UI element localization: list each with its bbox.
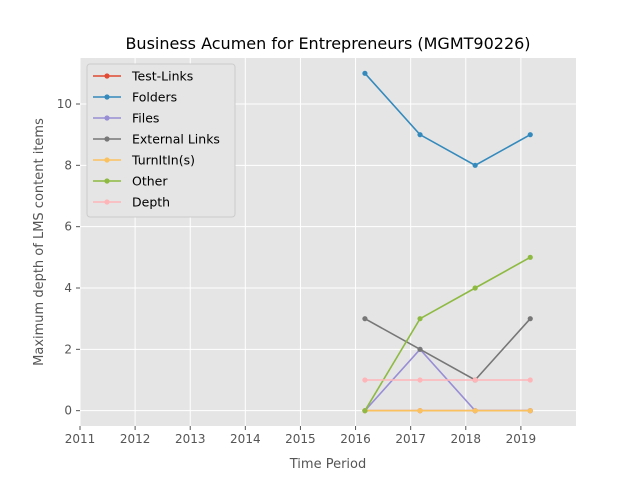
data-point (362, 408, 368, 414)
y-tick-label: 6 (64, 220, 72, 234)
y-tick-label: 2 (64, 342, 72, 356)
data-point (417, 132, 423, 138)
data-point (362, 70, 368, 76)
series-line (364, 256, 531, 412)
y-tick-label: 8 (64, 158, 72, 172)
y-axis-ticks: 0 2 4 6 8 10 (57, 97, 80, 418)
legend-swatch-marker (104, 73, 110, 79)
data-point (527, 408, 533, 414)
data-point (472, 377, 478, 383)
legend-swatch-marker (104, 115, 110, 121)
data-point (472, 285, 478, 291)
legend-swatch-marker (104, 157, 110, 163)
x-tick-label: 2019 (506, 432, 537, 446)
legend-swatch-marker (104, 94, 110, 100)
data-point (472, 408, 478, 414)
y-tick-label: 10 (57, 97, 72, 111)
legend-swatch-marker (104, 178, 110, 184)
legend-label: Test-Links (131, 69, 193, 84)
x-tick-label: 2011 (65, 432, 96, 446)
data-point (527, 316, 533, 322)
y-tick-label: 4 (64, 281, 72, 295)
data-point (417, 377, 423, 383)
data-point (472, 162, 478, 168)
x-tick-label: 2014 (230, 432, 261, 446)
legend-swatch-marker (104, 136, 110, 142)
legend: Test-Links Folders Files External Links Turn… (86, 63, 236, 218)
data-point (417, 408, 423, 414)
legend-box (86, 63, 236, 218)
y-axis-label: Maximum depth of LMS content items (32, 118, 47, 366)
data-point (417, 316, 423, 322)
legend-label: Other (132, 174, 168, 189)
data-point (527, 377, 533, 383)
x-tick-label: 2017 (395, 432, 426, 446)
legend-label: Folders (132, 90, 177, 105)
x-tick-label: 2015 (285, 432, 316, 446)
x-axis-ticks: 2011 2012 2013 2014 2015 2016 2017 2018 2019 (65, 426, 536, 446)
series-line (364, 317, 531, 382)
legend-label: External Links (132, 132, 220, 147)
data-point (527, 132, 533, 138)
x-axis-label: Time Period (289, 457, 366, 472)
legend-label: Files (132, 111, 159, 126)
chart-title: Business Acumen for Entrepreneurs (MGMT9… (125, 34, 530, 53)
data-point (527, 254, 533, 260)
series-lines (362, 70, 533, 414)
legend-swatch-marker (104, 199, 110, 205)
x-tick-label: 2012 (120, 432, 151, 446)
x-tick-label: 2016 (340, 432, 371, 446)
data-point (362, 316, 368, 322)
x-tick-label: 2013 (175, 432, 206, 446)
series-line (364, 72, 531, 167)
x-tick-label: 2018 (451, 432, 482, 446)
data-point (417, 346, 423, 352)
y-tick-label: 0 (64, 404, 72, 418)
data-point (362, 377, 368, 383)
legend-label: TurnItIn(s) (131, 153, 195, 168)
legend-label: Depth (132, 195, 170, 210)
